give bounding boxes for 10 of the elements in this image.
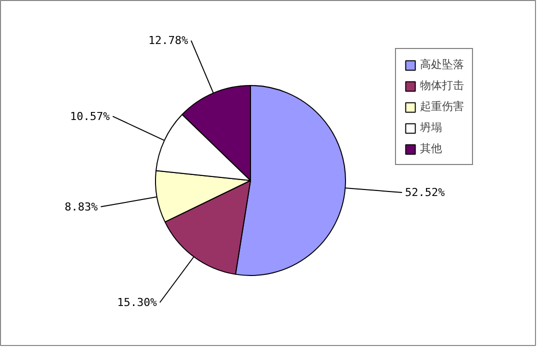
data-label: 12.78% — [148, 34, 188, 48]
data-label: 15.30% — [117, 296, 158, 310]
legend-label: 物体打击 — [420, 78, 464, 93]
data-label: 10.57% — [70, 110, 110, 123]
data-label: 52.52% — [405, 186, 446, 200]
legend-label: 高处坠落 — [420, 57, 464, 72]
legend-label: 坍塌 — [420, 120, 442, 135]
legend-label: 其他 — [420, 141, 442, 156]
legend-label: 起重伤害 — [420, 99, 464, 114]
data-label: 8.83% — [64, 200, 98, 214]
